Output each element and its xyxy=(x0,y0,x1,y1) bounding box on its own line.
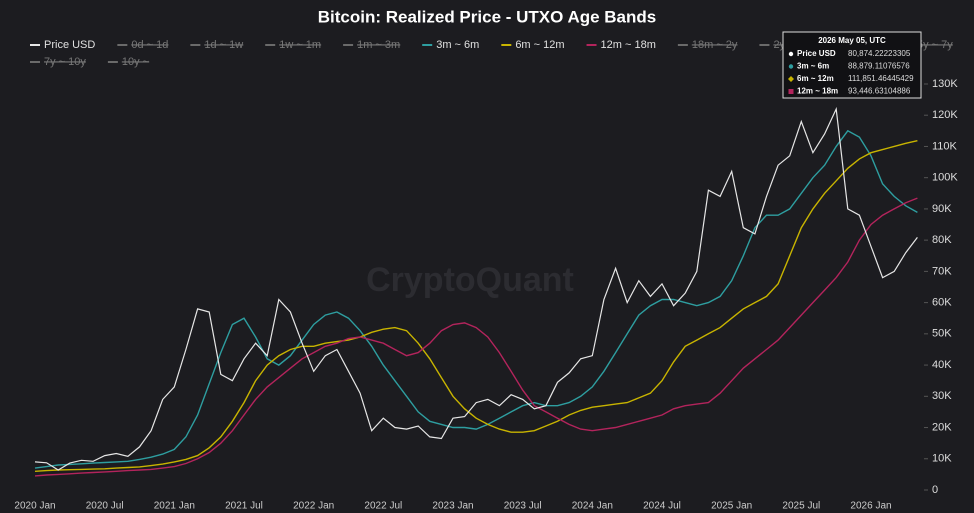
legend-item: 10y ~ xyxy=(107,56,150,68)
y-tick-label: 10K xyxy=(932,453,952,465)
chart-title: Bitcoin: Realized Price - UTXO Age Bands xyxy=(318,7,657,26)
tooltip-marker xyxy=(788,51,794,57)
watermark: CryptoQuant xyxy=(366,261,574,299)
x-tick-label: 2022 Jul xyxy=(364,501,402,512)
x-tick-label: 2023 Jan xyxy=(432,501,473,512)
tooltip-name: 6m ~ 12m xyxy=(797,74,834,83)
y-tick-label: 120K xyxy=(932,109,958,121)
legend-item: 18m ~ 2y xyxy=(677,39,738,51)
y-tick-label: 110K xyxy=(932,140,958,152)
tooltip-marker xyxy=(788,89,794,94)
legend-item: 6m ~ 12m xyxy=(501,39,565,51)
legend-label: Price USD xyxy=(44,39,95,51)
y-tick-label: 40K xyxy=(932,359,952,371)
tooltip-value: 80,874.22223305 xyxy=(848,49,911,58)
series-line xyxy=(34,140,918,472)
series-line xyxy=(34,129,918,469)
x-tick-label: 2024 Jan xyxy=(572,501,613,512)
legend-item: Price USD xyxy=(30,39,95,51)
y-tick-label: 50K xyxy=(932,328,952,340)
tooltip-value: 93,446.63104886 xyxy=(848,87,911,96)
legend-item: 1w ~ 1m xyxy=(265,39,322,51)
x-tick-label: 2024 Jul xyxy=(643,501,681,512)
tooltip-marker xyxy=(788,64,794,69)
y-tick-label: 30K xyxy=(932,390,952,402)
y-tick-label: 130K xyxy=(932,78,958,90)
legend-item: 1m ~ 3m xyxy=(343,39,401,51)
tooltip-box xyxy=(782,31,922,99)
legend-label: 3m ~ 6m xyxy=(436,39,479,51)
legend-item: 7y ~ 10y xyxy=(30,56,86,68)
tooltip: 2026 May 05, UTC Price USD 80,874.22223305… xyxy=(782,31,922,99)
tooltip-marker xyxy=(788,76,794,82)
tooltip-value: 88,879.11076576 xyxy=(848,62,910,71)
tooltip-name: 3m ~ 6m xyxy=(797,62,829,71)
x-tick-label: 2025 Jul xyxy=(782,501,820,512)
series-line xyxy=(34,106,918,471)
tooltip-value: 111,851.46445429 xyxy=(848,74,914,83)
legend-item: 3m ~ 6m xyxy=(422,39,479,51)
x-tick-label: 2020 Jul xyxy=(86,501,124,512)
x-tick-label: 2021 Jan xyxy=(154,501,195,512)
x-tick-label: 2020 Jan xyxy=(14,501,55,512)
y-tick-label: 80K xyxy=(932,234,952,246)
x-tick-label: 2021 Jul xyxy=(225,501,263,512)
x-tick-label: 2023 Jul xyxy=(504,501,542,512)
y-tick-label: 0 xyxy=(932,484,938,496)
y-tick-label: 100K xyxy=(932,172,958,184)
legend-label: 6m ~ 12m xyxy=(515,39,564,51)
legend-item: 0d ~ 1d xyxy=(117,39,169,51)
x-tick-label: 2025 Jan xyxy=(711,501,752,512)
legend-item: 1d ~ 1w xyxy=(190,39,243,51)
y-tick-label: 70K xyxy=(932,265,952,277)
y-tick-label: 90K xyxy=(932,203,952,215)
tooltip-name: Price USD xyxy=(797,49,836,58)
y-tick-label: 60K xyxy=(932,297,952,309)
tooltip-date: 2026 May 05, UTC xyxy=(818,36,886,45)
legend-label: 12m ~ 18m xyxy=(601,39,656,51)
tooltip-name: 12m ~ 18m xyxy=(797,87,838,96)
x-tick-label: 2026 Jan xyxy=(850,501,891,512)
y-tick-label: 20K xyxy=(932,421,952,433)
x-tick-label: 2022 Jan xyxy=(293,501,334,512)
legend-item: 12m ~ 18m xyxy=(586,39,656,51)
series-line xyxy=(34,197,918,477)
